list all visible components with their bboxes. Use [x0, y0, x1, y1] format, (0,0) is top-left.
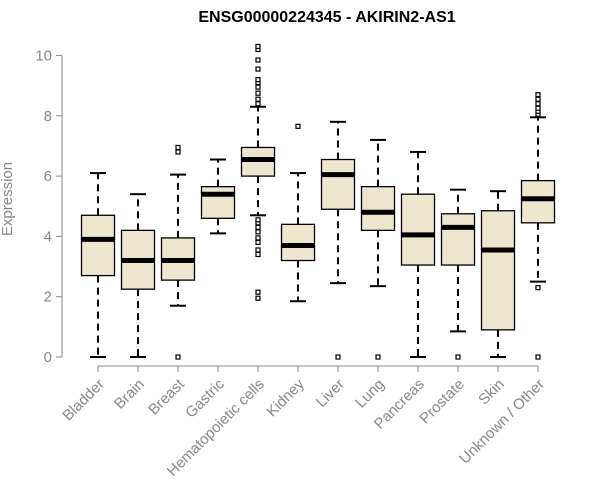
category-label-7: Liver: [313, 376, 348, 411]
box-4: [200, 158, 236, 235]
outlier-point: [255, 43, 261, 50]
outlier-point: [255, 229, 261, 235]
box-rect: [400, 193, 436, 266]
box-rect: [480, 210, 516, 331]
y-tick-label-10: 10: [35, 48, 52, 65]
outlier-point: [535, 105, 541, 111]
outlier-point: [255, 247, 261, 253]
outlier-point: [255, 251, 261, 258]
y-tick-label-6: 6: [44, 168, 52, 185]
y-tick-label-4: 4: [44, 228, 52, 245]
category-label-8: Lung: [352, 376, 388, 412]
category-label-2: Brain: [111, 376, 148, 413]
box-9: [400, 150, 436, 358]
outlier-point: [535, 96, 541, 102]
outlier-point: [255, 96, 261, 102]
outlier-point: [255, 289, 261, 295]
category-label-6: Kidney: [263, 375, 308, 420]
outlier-point: [375, 354, 381, 360]
outlier-point: [255, 239, 261, 246]
y-axis-label: Expression: [0, 162, 16, 236]
outlier-point: [255, 101, 261, 107]
outlier-point: [455, 354, 461, 360]
outlier-point: [255, 90, 261, 96]
chart-title: ENSG00000224345 - AKIRIN2-AS1: [198, 9, 455, 26]
outlier-point: [175, 354, 181, 360]
y-axis: 0 2 4 6 8 10: [35, 48, 63, 366]
outlier-point: [255, 77, 261, 83]
outlier-point: [255, 217, 261, 223]
outlier-point: [175, 144, 181, 151]
outlier-point: [295, 123, 301, 129]
box-12: [520, 92, 556, 360]
outlier-point: [535, 101, 541, 107]
outlier-point: [255, 84, 261, 90]
outlier-point: [175, 149, 181, 155]
outlier-point: [255, 57, 261, 63]
box-7: [320, 120, 356, 360]
box-rect: [80, 214, 116, 277]
box-6: [280, 123, 316, 303]
y-tick-label-2: 2: [44, 289, 52, 306]
box-8: [360, 138, 396, 360]
box-rect: [440, 213, 476, 266]
outlier-point: [255, 66, 261, 72]
box-11: [480, 190, 516, 358]
outlier-point: [255, 295, 261, 301]
box-rect: [320, 158, 356, 210]
outlier-point: [535, 92, 541, 98]
box-rect: [200, 186, 236, 219]
outlier-point: [535, 285, 541, 291]
outlier-point: [255, 224, 261, 230]
y-tick-label-8: 8: [44, 108, 52, 125]
y-tick-label-0: 0: [44, 349, 52, 366]
box-rect: [520, 179, 556, 224]
box-1: [80, 172, 116, 358]
box-rect: [360, 186, 396, 232]
outlier-point: [535, 354, 541, 360]
outlier-point: [335, 354, 341, 360]
x-axis: [97, 365, 539, 372]
category-label-1: Bladder: [59, 376, 108, 425]
box-rect: [280, 223, 316, 262]
outlier-point: [255, 235, 261, 241]
box-3: [160, 144, 196, 360]
category-label-3: Breast: [145, 375, 188, 418]
boxes-group: [80, 43, 556, 360]
box-5: [240, 43, 276, 301]
category-label-10: Prostate: [416, 376, 468, 428]
category-label-11: Skin: [475, 376, 508, 409]
box-10: [440, 188, 476, 360]
box-2: [120, 193, 156, 358]
